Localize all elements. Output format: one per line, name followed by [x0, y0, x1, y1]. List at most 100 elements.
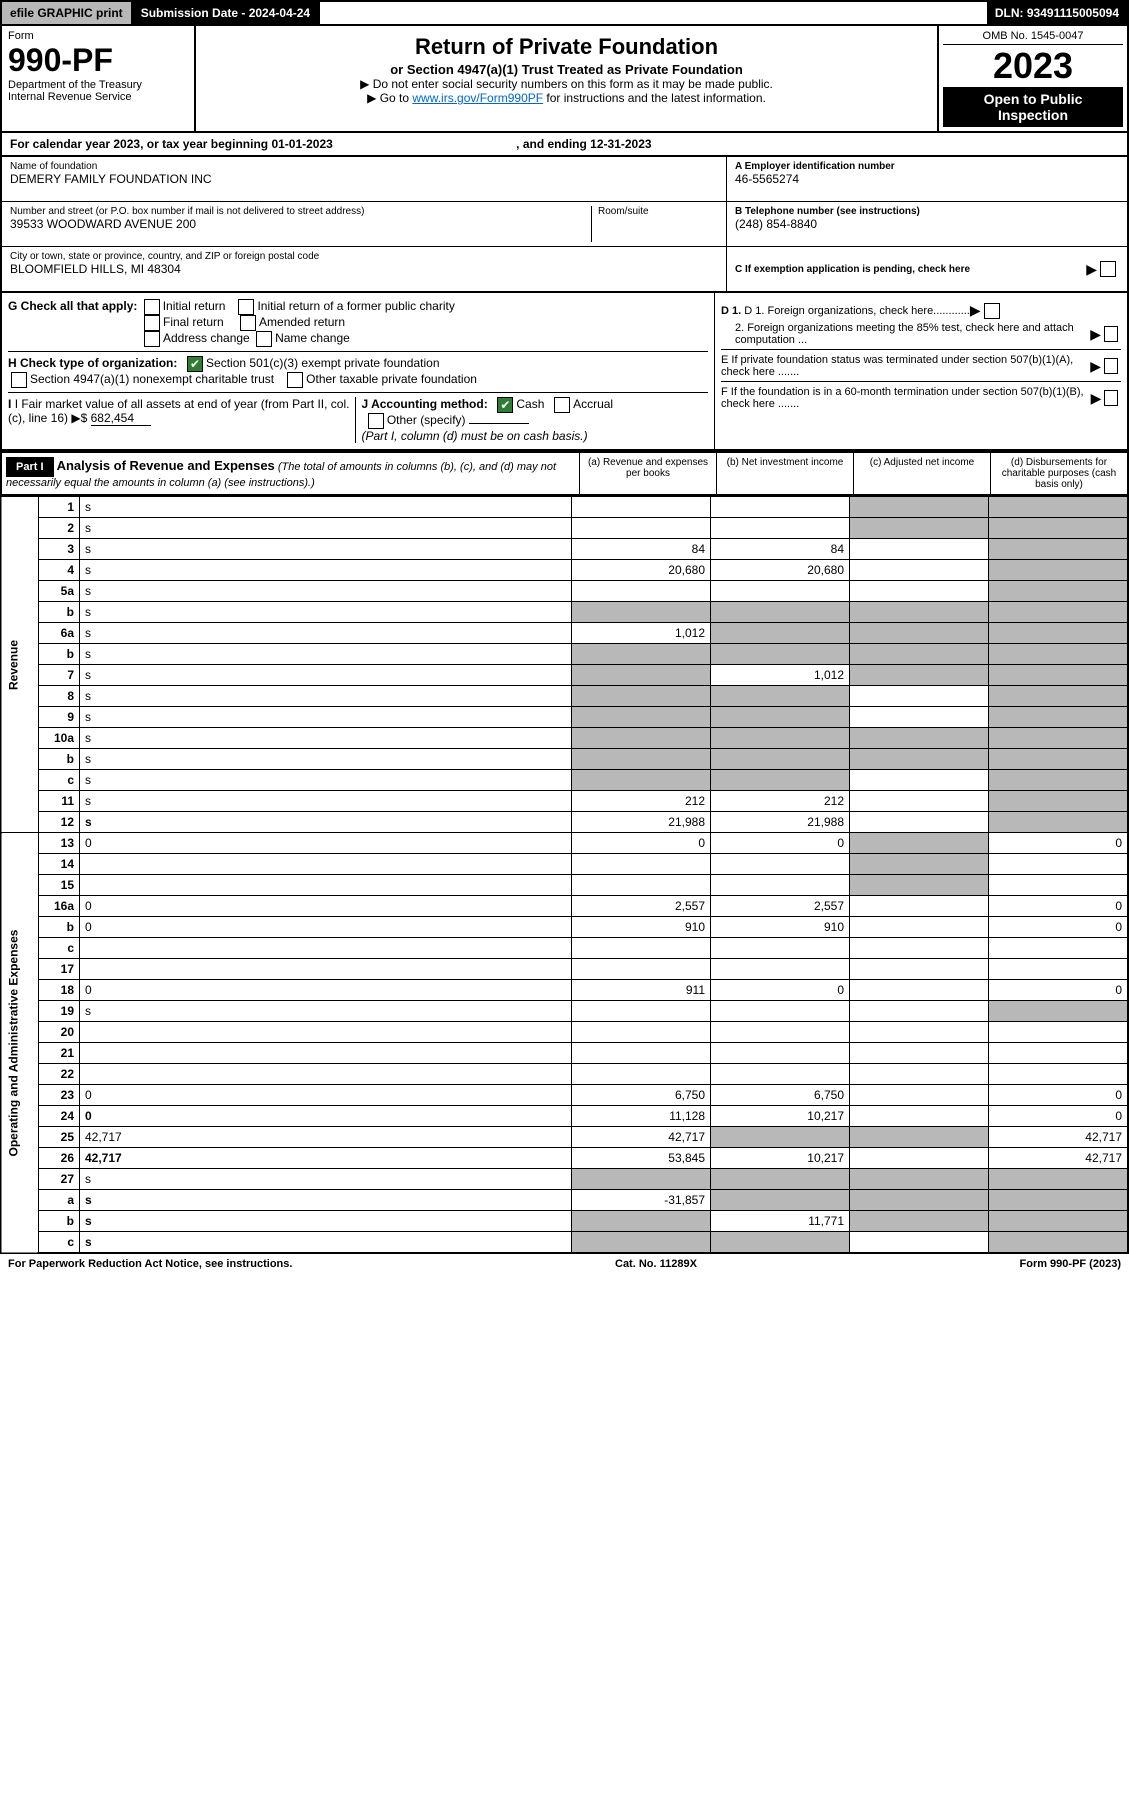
- table-row: 20: [1, 1022, 1128, 1043]
- amount-cell: [711, 959, 850, 980]
- amount-cell: [711, 707, 850, 728]
- amount-cell: [850, 770, 989, 791]
- omb-number: OMB No. 1545-0047: [943, 30, 1123, 45]
- table-row: bs: [1, 602, 1128, 623]
- amount-cell: [989, 1001, 1129, 1022]
- line-number: 10a: [39, 728, 80, 749]
- footer-right: Form 990-PF (2023): [1020, 1258, 1121, 1270]
- checkbox-other-method[interactable]: [368, 413, 384, 429]
- amount-cell: 10,217: [711, 1148, 850, 1169]
- amount-cell: [850, 833, 989, 854]
- part-label: Part I: [6, 457, 54, 477]
- amount-cell: 0: [572, 833, 711, 854]
- calendar-year-row: For calendar year 2023, or tax year begi…: [0, 133, 1129, 157]
- table-row: 15: [1, 875, 1128, 896]
- amount-cell: 21,988: [572, 812, 711, 833]
- line-number: c: [39, 1232, 80, 1254]
- line-number: 22: [39, 1064, 80, 1085]
- checkbox-cash[interactable]: ✔: [497, 397, 513, 413]
- table-row: 22: [1, 1064, 1128, 1085]
- line-number: 11: [39, 791, 80, 812]
- checkbox-address[interactable]: [144, 331, 160, 347]
- amount-cell: 42,717: [989, 1148, 1129, 1169]
- amount-cell: [850, 980, 989, 1001]
- checkbox-501c3[interactable]: ✔: [187, 356, 203, 372]
- checkbox-f[interactable]: [1104, 390, 1118, 406]
- f-row: F If the foundation is in a 60-month ter…: [721, 381, 1121, 410]
- phone-box: B Telephone number (see instructions) (2…: [727, 202, 1127, 247]
- line-number: 14: [39, 854, 80, 875]
- line-number: b: [39, 602, 80, 623]
- checkbox-initial[interactable]: [144, 299, 160, 315]
- fmv-value: 682,454: [91, 411, 151, 426]
- line-number: 19: [39, 1001, 80, 1022]
- amount-cell: [989, 623, 1129, 644]
- checkbox-initial-former[interactable]: [238, 299, 254, 315]
- table-row: b09109100: [1, 917, 1128, 938]
- checkbox-name[interactable]: [256, 331, 272, 347]
- amount-cell: [572, 854, 711, 875]
- amount-cell: [572, 938, 711, 959]
- form-subtitle: or Section 4947(a)(1) Trust Treated as P…: [206, 62, 927, 77]
- line-description: [80, 854, 572, 875]
- efile-print-button[interactable]: efile GRAPHIC print: [2, 2, 133, 24]
- line-number: b: [39, 749, 80, 770]
- line-number: c: [39, 938, 80, 959]
- table-row: 24011,12810,2170: [1, 1106, 1128, 1127]
- tax-year: 2023: [943, 45, 1123, 87]
- city-box: City or town, state or province, country…: [2, 247, 726, 291]
- checkbox-accrual[interactable]: [554, 397, 570, 413]
- amount-cell: 0: [989, 1085, 1129, 1106]
- line-description: [80, 1043, 572, 1064]
- table-row: cs: [1, 770, 1128, 791]
- checkbox-other-taxable[interactable]: [287, 372, 303, 388]
- irs-link[interactable]: www.irs.gov/Form990PF: [412, 91, 543, 105]
- checkbox-e[interactable]: [1104, 358, 1118, 374]
- amount-cell: [850, 707, 989, 728]
- amount-cell: [850, 581, 989, 602]
- line-description: s: [80, 602, 572, 623]
- checkbox-d2[interactable]: [1104, 326, 1118, 342]
- line-description: [80, 959, 572, 980]
- line-description: s: [80, 581, 572, 602]
- amount-cell: 0: [989, 896, 1129, 917]
- amount-cell: [850, 1001, 989, 1022]
- table-row: 2306,7506,7500: [1, 1085, 1128, 1106]
- g-section: G Check all that apply: Initial return I…: [8, 299, 708, 347]
- table-row: cs: [1, 1232, 1128, 1254]
- amount-cell: [572, 602, 711, 623]
- amount-cell: [711, 518, 850, 539]
- open-inspection-badge: Open to Public Inspection: [943, 87, 1123, 127]
- amount-cell: [850, 791, 989, 812]
- amount-cell: [850, 1022, 989, 1043]
- checkbox-final[interactable]: [144, 315, 160, 331]
- foundation-info: Name of foundation DEMERY FAMILY FOUNDAT…: [0, 157, 1129, 293]
- amount-cell: [989, 518, 1129, 539]
- amount-cell: [850, 1085, 989, 1106]
- amount-cell: [989, 1043, 1129, 1064]
- amount-cell: [711, 875, 850, 896]
- amount-cell: 910: [572, 917, 711, 938]
- line-description: s: [80, 1232, 572, 1254]
- amount-cell: 0: [711, 980, 850, 1001]
- table-row: as-31,857: [1, 1190, 1128, 1211]
- checkbox-amended[interactable]: [240, 315, 256, 331]
- instruction-2: ▶ Go to www.irs.gov/Form990PF for instru…: [206, 91, 927, 105]
- checkbox-c[interactable]: [1100, 261, 1116, 277]
- line-number: 9: [39, 707, 80, 728]
- checkbox-d1[interactable]: [984, 303, 1000, 319]
- amount-cell: [572, 1022, 711, 1043]
- line-number: 3: [39, 539, 80, 560]
- e-row: E If private foundation status was termi…: [721, 349, 1121, 378]
- form-number: 990-PF: [8, 42, 188, 79]
- table-row: 4s20,68020,680: [1, 560, 1128, 581]
- line-description: s: [80, 749, 572, 770]
- line-description: s: [80, 707, 572, 728]
- line-description: s: [80, 686, 572, 707]
- amount-cell: [989, 1211, 1129, 1232]
- table-row: 5as: [1, 581, 1128, 602]
- line-number: a: [39, 1190, 80, 1211]
- checkbox-4947[interactable]: [11, 372, 27, 388]
- page-footer: For Paperwork Reduction Act Notice, see …: [0, 1254, 1129, 1274]
- table-row: 10as: [1, 728, 1128, 749]
